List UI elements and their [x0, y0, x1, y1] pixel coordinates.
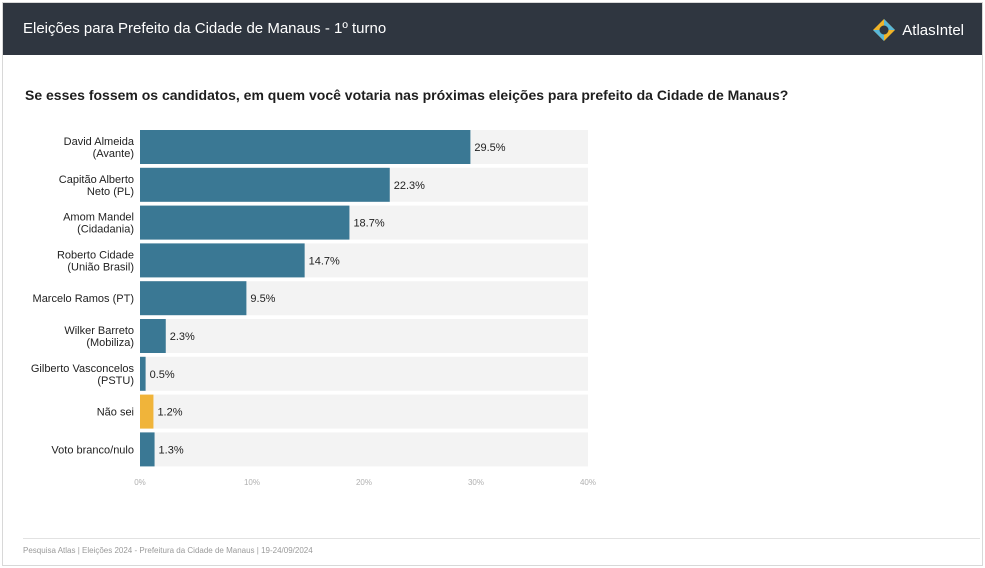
bar-track: [140, 394, 588, 429]
bar: [140, 356, 146, 391]
x-tick-label: 20%: [356, 478, 372, 487]
bar: [140, 319, 166, 353]
data-label: 14.7%: [309, 255, 340, 267]
footer-divider: [23, 538, 980, 539]
category-label: (Cidadania): [77, 224, 134, 236]
category-label: (União Brasil): [67, 261, 134, 273]
chart-question: Se esses fossem os candidatos, em quem v…: [25, 87, 789, 103]
bar: [140, 432, 155, 467]
bar: [140, 281, 247, 316]
data-label: 2.3%: [170, 331, 195, 343]
data-label: 0.5%: [150, 369, 175, 381]
data-label: 9.5%: [250, 293, 275, 305]
bar: [140, 130, 471, 164]
bar: [140, 243, 305, 278]
category-label: David Almeida: [64, 136, 135, 148]
category-label: Marcelo Ramos (PT): [33, 293, 134, 305]
footer-note: Pesquisa Atlas | Eleições 2024 - Prefeit…: [23, 546, 313, 555]
category-label: Amom Mandel: [63, 212, 134, 224]
bar: [140, 205, 350, 240]
category-label: Wilker Barreto: [64, 325, 134, 337]
x-tick-label: 40%: [580, 478, 596, 487]
category-label: Neto (PL): [87, 186, 134, 198]
bar-track: [140, 356, 588, 391]
category-label: Voto branco/nulo: [51, 444, 134, 456]
header-title: Eleições para Prefeito da Cidade de Mana…: [23, 20, 387, 37]
header-bar: Eleições para Prefeito da Cidade de Mana…: [3, 3, 982, 55]
bar: [140, 167, 390, 202]
x-tick-label: 30%: [468, 478, 484, 487]
category-label: Roberto Cidade: [57, 249, 134, 261]
data-label: 22.3%: [394, 180, 425, 192]
category-label: Gilberto Vasconcelos: [31, 363, 135, 375]
brand-logo: AtlasIntel: [872, 17, 964, 43]
category-label: (PSTU): [97, 375, 134, 387]
brand-name: AtlasIntel: [902, 21, 964, 39]
category-label: (Mobiliza): [86, 337, 134, 349]
data-label: 1.3%: [159, 444, 184, 456]
data-label: 29.5%: [474, 142, 505, 154]
data-label: 1.2%: [157, 407, 182, 419]
atlasintel-logo-icon: [873, 19, 896, 41]
bar: [140, 394, 154, 429]
bar-track: [140, 319, 588, 353]
category-label: Capitão Alberto: [59, 174, 134, 186]
data-label: 18.7%: [353, 218, 384, 230]
category-label: Não sei: [97, 407, 134, 419]
category-label: (Avante): [93, 148, 134, 160]
bar-track: [140, 432, 588, 467]
x-tick-label: 0%: [134, 478, 146, 487]
x-tick-label: 10%: [244, 478, 260, 487]
